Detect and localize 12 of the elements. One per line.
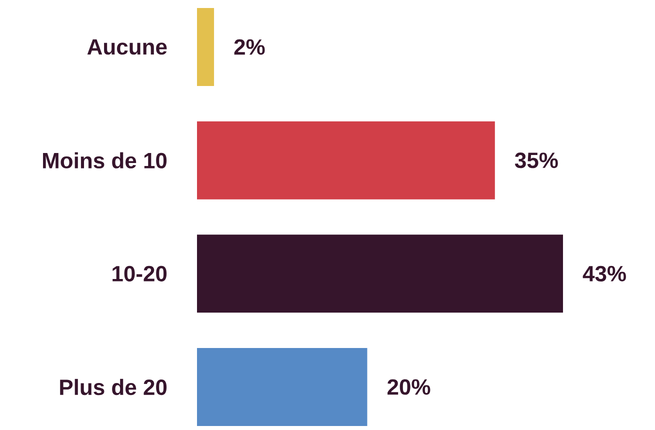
data-label: 20% xyxy=(388,379,430,395)
bar xyxy=(197,8,214,86)
bar xyxy=(197,348,368,426)
y-tick-label: Plus de 20 xyxy=(60,378,167,396)
y-tick-label: Aucune xyxy=(87,39,167,55)
y-tick-label: 10-20 xyxy=(112,266,167,282)
bar xyxy=(197,121,495,200)
data-label: 35% xyxy=(514,152,558,168)
y-tick-label: Moins de 10 xyxy=(43,152,167,168)
bar xyxy=(197,234,563,313)
data-label: 43% xyxy=(582,266,626,282)
data-label: 2% xyxy=(234,39,265,55)
